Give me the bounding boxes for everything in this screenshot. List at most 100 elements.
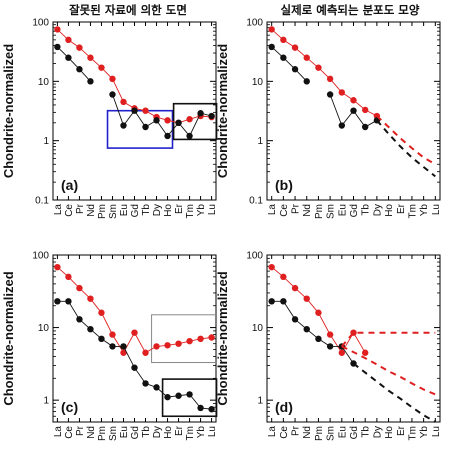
x-tick-label: La [267, 204, 278, 216]
x-tick-label: Pr [75, 425, 86, 436]
x-tick-label: Ce [64, 204, 75, 217]
data-point [87, 54, 94, 61]
x-tick-label: Pm [314, 426, 325, 441]
data-point [98, 335, 105, 343]
trend-line [352, 362, 436, 423]
data-point [186, 337, 193, 345]
data-point [153, 117, 160, 124]
x-tick-label: Pr [75, 203, 86, 214]
data-point [76, 284, 83, 292]
x-tick-label: Tm [407, 204, 418, 218]
series-line [57, 46, 91, 82]
trend-line [376, 115, 436, 166]
data-point [65, 298, 72, 305]
x-tick-label: Lu [207, 426, 218, 437]
y-tick-label: 1 [257, 136, 263, 147]
y-axis-label: Chondrite-normalized [215, 271, 230, 405]
x-tick-label: Nd [302, 426, 313, 439]
data-point [54, 43, 61, 51]
x-tick-label: Nd [302, 204, 313, 217]
data-point [291, 316, 299, 323]
data-point [303, 54, 310, 61]
data-point [164, 393, 171, 401]
data-point [197, 404, 204, 412]
x-tick-label: Yb [196, 204, 207, 217]
x-tick-label: Eu [119, 426, 130, 438]
y-tick-label: 100 [32, 18, 49, 29]
data-point [131, 364, 138, 371]
data-point [208, 406, 215, 413]
x-tick-label: Gd [349, 204, 360, 217]
data-point [109, 343, 116, 350]
x-tick-label: Er [174, 203, 185, 214]
x-tick-label: Yb [419, 426, 430, 439]
data-point [197, 110, 204, 117]
x-tick-label: Sm [326, 204, 337, 219]
data-point [65, 54, 72, 61]
x-tick-label: Lu [431, 426, 442, 437]
data-point [175, 340, 182, 347]
data-point [76, 44, 83, 51]
data-point [291, 284, 299, 292]
series-line [271, 29, 378, 117]
series-line [271, 46, 308, 82]
data-point [291, 44, 299, 51]
x-tick-label: Er [174, 425, 185, 436]
x-tick-label: La [53, 204, 64, 216]
x-tick-label: Er [396, 203, 407, 214]
data-point [76, 66, 83, 73]
data-point [54, 26, 61, 33]
data-point [350, 107, 357, 114]
x-tick-label: Ho [384, 204, 395, 217]
data-point [303, 325, 310, 333]
x-tick-label: Tb [141, 426, 152, 438]
plot-frame [266, 254, 441, 423]
data-point [142, 107, 149, 114]
data-point [361, 349, 369, 356]
data-point [98, 64, 105, 71]
data-point [338, 349, 346, 356]
y-tick-label: 0.1 [249, 196, 263, 207]
x-tick-label: Eu [119, 204, 130, 216]
panel-label: (d) [275, 399, 293, 415]
panel-label: (c) [61, 399, 78, 415]
data-point [120, 349, 127, 356]
data-point [186, 391, 193, 398]
x-tick-label: Gd [349, 426, 360, 439]
x-tick-label: Nd [86, 204, 97, 217]
data-point [175, 392, 182, 399]
x-tick-label: La [53, 426, 64, 438]
data-point [315, 64, 322, 71]
x-tick-label: Ce [64, 426, 75, 439]
x-tick-label: Tb [361, 204, 372, 216]
figure-title-right: 실제로 예측되는 분포도 모양 [281, 3, 420, 17]
x-tick-label: Er [396, 425, 407, 436]
data-point [109, 331, 116, 338]
x-tick-label: Tm [185, 204, 196, 218]
x-tick-label: Dy [152, 204, 163, 216]
data-point [280, 273, 287, 281]
x-tick-label: Yb [196, 426, 207, 439]
data-point [87, 295, 94, 302]
series-line [112, 94, 212, 137]
figure-title-left: 잘못된 자료에 의한 도면 [69, 3, 187, 17]
x-tick-label: Dy [152, 426, 163, 438]
data-point [98, 309, 105, 316]
y-tick-label: 100 [246, 251, 263, 262]
data-point [268, 298, 275, 305]
y-tick-label: 100 [246, 18, 263, 29]
data-point [186, 132, 193, 140]
y-tick-label: 1 [43, 396, 49, 407]
data-point [120, 122, 127, 129]
x-tick-label: Gd [130, 426, 141, 439]
y-tick-label: 100 [32, 251, 49, 262]
y-tick-label: 10 [252, 77, 264, 88]
x-tick-label: Ho [163, 204, 174, 217]
data-point [153, 343, 160, 350]
data-point [109, 75, 116, 83]
y-tick-label: 1 [43, 136, 49, 147]
x-tick-label: Tm [407, 426, 418, 440]
x-tick-label: Pm [314, 204, 325, 219]
x-tick-label: Pm [97, 204, 108, 219]
